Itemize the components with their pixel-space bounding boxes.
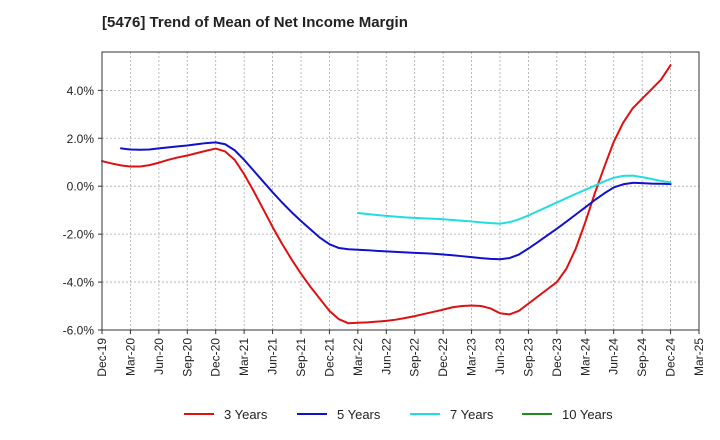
- x-tick-label: Mar-25: [692, 338, 706, 376]
- x-tick-label: Sep-22: [408, 338, 422, 377]
- legend-label: 5 Years: [337, 407, 381, 422]
- x-tick-label: Dec-22: [436, 338, 450, 377]
- y-tick-label: -6.0%: [63, 324, 95, 338]
- plot-frame: [101, 51, 700, 331]
- x-tick-label: Mar-22: [351, 338, 365, 376]
- x-tick-label: Sep-24: [635, 338, 649, 377]
- y-tick-label: 0.0%: [67, 180, 95, 194]
- x-axis-ticks: Dec-19 Mar-20 Jun-20 Sep-20 Dec-20 Mar-21 Jun-…: [95, 330, 706, 377]
- y-tick-label: -2.0%: [63, 228, 95, 242]
- x-tick-label: Jun-22: [379, 338, 393, 375]
- y-axis-ticks: 4.0% 2.0% 0.0% -2.0% -4.0% -6.0%: [63, 84, 102, 338]
- x-tick-label: Dec-20: [209, 338, 223, 377]
- y-tick-label: 4.0%: [67, 84, 95, 98]
- x-tick-label: Dec-21: [322, 338, 336, 377]
- series-lines: [101, 64, 672, 325]
- y-tick-label: 2.0%: [67, 132, 95, 146]
- x-tick-label: Mar-21: [237, 338, 251, 376]
- x-tick-label: Sep-23: [521, 338, 535, 377]
- legend-label: 10 Years: [562, 407, 613, 422]
- legend-label: 7 Years: [450, 407, 494, 422]
- x-tick-label: Dec-24: [664, 338, 678, 377]
- x-tick-label: Jun-23: [493, 338, 507, 375]
- x-tick-label: Dec-19: [95, 338, 109, 377]
- x-tick-label: Jun-24: [607, 338, 621, 375]
- series-line-3: [356, 174, 672, 225]
- x-tick-label: Sep-20: [180, 338, 194, 377]
- x-tick-label: Mar-20: [123, 338, 137, 376]
- x-tick-label: Jun-21: [266, 338, 280, 375]
- series-line-2: [119, 141, 672, 261]
- plot-area: [102, 52, 699, 330]
- legend: 3 Years 5 Years 7 Years 10 Years: [184, 407, 613, 422]
- chart-title: [5476] Trend of Mean of Net Income Margi…: [102, 14, 408, 31]
- x-tick-label: Jun-20: [152, 338, 166, 375]
- series-line-1: [101, 64, 672, 325]
- x-tick-label: Mar-24: [578, 338, 592, 376]
- x-tick-label: Mar-23: [465, 338, 479, 376]
- y-tick-label: -4.0%: [63, 276, 95, 290]
- legend-label: 3 Years: [224, 407, 268, 422]
- x-tick-label: Dec-23: [550, 338, 564, 377]
- x-tick-label: Sep-21: [294, 338, 308, 377]
